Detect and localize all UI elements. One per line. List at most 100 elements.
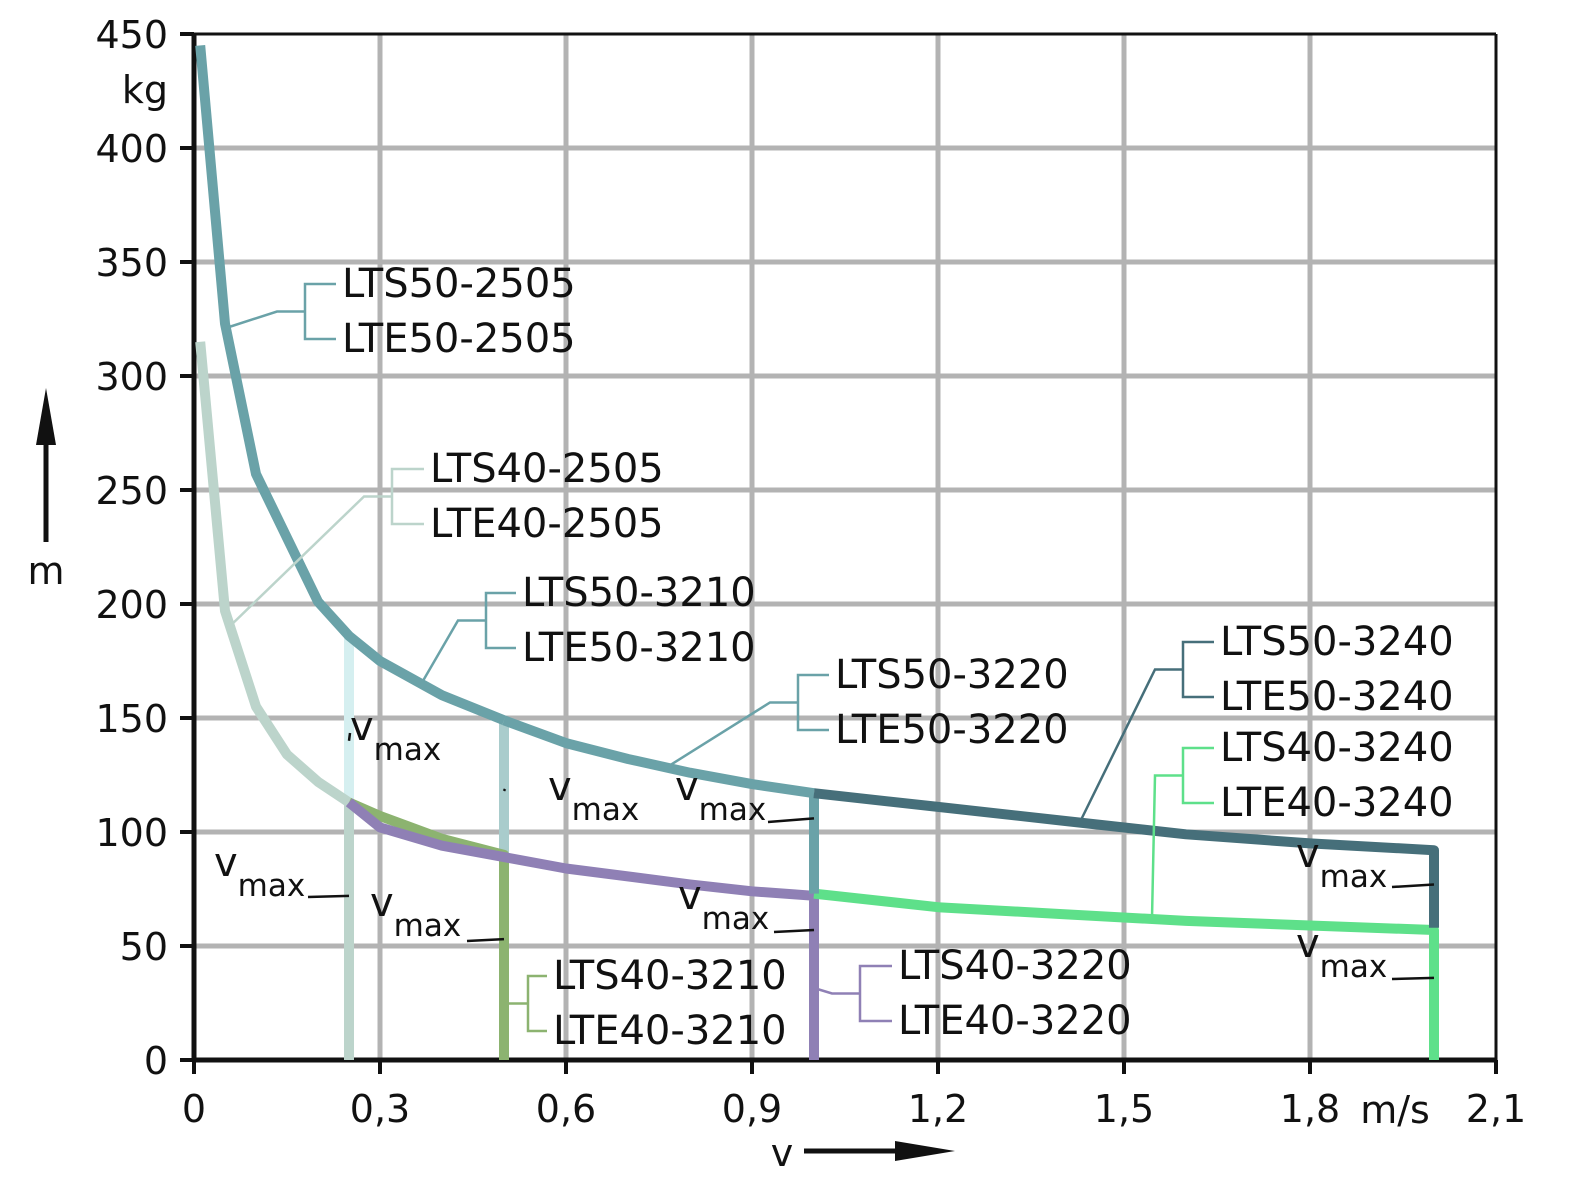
vmax-label: vmax <box>1296 831 1387 895</box>
y-tick-label: 0 <box>144 1039 168 1083</box>
y-axis-unit: kg <box>122 68 168 112</box>
series-label-lte: LTE40-3210 <box>553 1008 787 1054</box>
series-group <box>195 44 1439 1060</box>
series-label-lts: LTS50-3210 <box>522 570 756 616</box>
x-axis-unit: m/s <box>1360 1088 1430 1132</box>
y-tick-label: 450 <box>95 13 168 57</box>
vmax-leader <box>502 788 507 792</box>
series-label-leader <box>225 310 305 330</box>
grid <box>194 34 1496 1060</box>
series-line <box>813 788 1439 928</box>
vmax-leader <box>347 732 352 741</box>
vmax-label-sub: max <box>1320 949 1388 985</box>
y-tick-label: 150 <box>95 697 168 741</box>
axes: 0 0,3 0,6 0,9 1,2 1,5 1,8 2,1 0 50 100 150 200 250 300… <box>95 13 1526 1131</box>
x-tick-label: 0,3 <box>350 1087 410 1131</box>
vmax-label-sub: max <box>699 792 767 828</box>
series-label-leader <box>227 495 392 629</box>
vmax-label: vmax <box>675 764 766 828</box>
vmax-leader <box>307 894 350 899</box>
series-label-lte: LTE50-3210 <box>522 625 756 671</box>
y-tick-label: 200 <box>95 583 168 627</box>
vmax-label-v: v <box>350 704 374 750</box>
x-axis-label: v <box>771 1131 794 1175</box>
vmax-label-v: v <box>1296 921 1320 967</box>
series-label-lts: LTS40-2505 <box>430 446 664 492</box>
series-label-leader <box>1076 668 1183 827</box>
series-label-lte: LTE50-3240 <box>1220 674 1454 720</box>
series-label-leader <box>813 986 860 995</box>
series-label-lts: LTS40-3220 <box>898 943 1132 989</box>
series-label-lte: LTE40-3220 <box>898 998 1132 1044</box>
vmax-leader <box>773 928 815 934</box>
vmax-label-v: v <box>370 880 394 926</box>
vmax-label: vmax <box>548 764 639 828</box>
y-tick-label: 50 <box>120 925 168 969</box>
x-tick-label: 1,2 <box>908 1087 968 1131</box>
vmax-label-v: v <box>1296 831 1320 877</box>
vmax-leader <box>1391 976 1435 981</box>
x-axis-arrow-head <box>895 1141 955 1161</box>
x-tick-label: 0,6 <box>536 1087 596 1131</box>
x-tick-label: 1,8 <box>1280 1087 1340 1131</box>
series-label-lte: LTE40-2505 <box>430 501 664 547</box>
series-label-leader <box>663 701 798 771</box>
labels-group: LTS50-2505 LTE50-2505 LTS40-2505 LTE40-2505… <box>214 261 1454 1054</box>
series-line <box>502 715 815 799</box>
series-label-bracket <box>858 964 892 1023</box>
y-tick-label: 100 <box>95 811 168 855</box>
vmax-leader <box>1391 883 1435 889</box>
x-tick-label: 0,9 <box>722 1087 782 1131</box>
series-label-bracket <box>303 282 336 341</box>
series-line <box>346 797 509 1060</box>
x-tick-label: 1,5 <box>1094 1087 1154 1131</box>
y-axis-arrow-head <box>36 388 56 445</box>
series-label-leader <box>418 619 486 687</box>
vmax-label: vmax <box>1296 921 1387 985</box>
vmax-label: vmax <box>214 840 305 904</box>
series-label-bracket <box>1181 640 1214 699</box>
series-label-lts: LTS50-3220 <box>835 652 1069 698</box>
y-tick-label: 400 <box>95 127 168 171</box>
vmax-label-sub: max <box>572 792 640 828</box>
series-line <box>195 341 354 1060</box>
series-label-leader <box>1150 774 1183 919</box>
series-label-bracket <box>390 467 424 526</box>
vmax-label-v: v <box>548 764 572 810</box>
series-label-leader <box>499 1001 528 1005</box>
x-tick-label: 2,1 <box>1466 1087 1526 1131</box>
series-line <box>345 798 819 1060</box>
vmax-leader <box>767 817 815 824</box>
vmax-label: vmax <box>678 873 769 937</box>
vmax-label-sub: max <box>238 868 306 904</box>
y-tick-label: 250 <box>95 469 168 513</box>
series-label-lts: LTS40-3240 <box>1220 725 1454 771</box>
series-label-lts: LTS50-2505 <box>342 261 576 307</box>
series-label-lte: LTE40-3240 <box>1220 780 1454 826</box>
series-label-bracket <box>1181 746 1214 805</box>
x-tick-label: 0 <box>182 1087 206 1131</box>
series-label-lts: LTS40-3210 <box>553 953 787 999</box>
vmax-label: vmax <box>350 704 441 768</box>
y-axis-label: m <box>27 549 64 593</box>
series-label-bracket <box>796 673 829 732</box>
vmax-leader <box>466 937 505 943</box>
vmax-label-sub: max <box>702 901 770 937</box>
vmax-label-sub: max <box>1320 859 1388 895</box>
vmax-label-v: v <box>675 764 699 810</box>
series-label-lts: LTS50-3240 <box>1220 619 1454 665</box>
vmax-label-sub: max <box>374 732 442 768</box>
y-tick-label: 350 <box>95 241 168 285</box>
y-tick-label: 300 <box>95 355 168 399</box>
series-label-bracket <box>484 591 516 650</box>
series-label-lte: LTE50-3220 <box>835 707 1069 753</box>
series-label-lte: LTE50-2505 <box>342 316 576 362</box>
series-line <box>195 44 506 725</box>
vmax-label-v: v <box>678 873 702 919</box>
vmax-label-sub: max <box>394 908 462 944</box>
series-line <box>813 888 1439 1060</box>
vmax-label-v: v <box>214 840 238 886</box>
series-label-bracket <box>526 974 547 1033</box>
vmax-label: vmax <box>370 880 461 944</box>
